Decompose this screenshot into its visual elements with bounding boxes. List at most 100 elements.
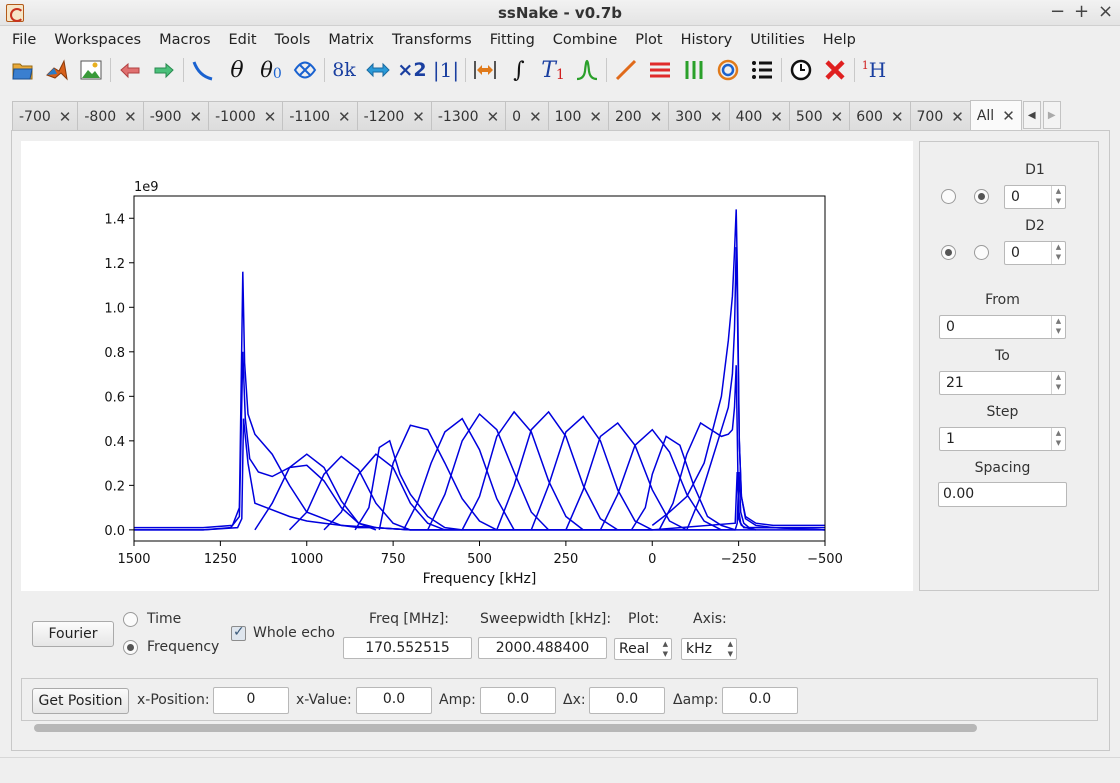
redo-icon[interactable]: [147, 55, 181, 85]
close-icon[interactable]: ✕: [124, 107, 137, 126]
sweepwidth-input[interactable]: 2000.488400: [478, 637, 607, 659]
tab-all[interactable]: All ✕: [969, 100, 1022, 131]
tab-0[interactable]: 0 ✕: [505, 101, 549, 131]
spin-arrows-icon[interactable]: ▲ ▼: [1051, 242, 1065, 264]
tab-scroll-right-icon[interactable]: ▶: [1042, 101, 1061, 129]
shift-icon[interactable]: [361, 55, 395, 85]
open-folder-icon[interactable]: [6, 55, 40, 85]
menu-file[interactable]: File: [12, 31, 37, 48]
d2-radio-a[interactable]: [941, 245, 956, 260]
phase-icon[interactable]: θ: [230, 57, 244, 83]
image-export-icon[interactable]: [74, 55, 108, 85]
fourier-button[interactable]: Fourier: [32, 621, 114, 647]
menu-combine[interactable]: Combine: [552, 31, 618, 48]
spectrum-plot[interactable]: 1500 1250 1000 750 500 250 0 −250 −500 0.0 0.2 0.4 0…: [21, 141, 913, 591]
whole-echo-checkbox[interactable]: [231, 624, 246, 641]
maximize-button[interactable]: +: [1074, 1, 1090, 22]
tab-minus-800[interactable]: -800 ✕: [77, 101, 144, 131]
amp-input[interactable]: 0.0: [480, 687, 556, 714]
horizontal-scrollbar[interactable]: [34, 724, 977, 732]
multiply-icon[interactable]: ×2: [397, 59, 427, 81]
close-icon[interactable]: ✕: [189, 107, 203, 126]
close-icon[interactable]: ✕: [412, 107, 425, 126]
spin-arrows-icon[interactable]: ▲ ▼: [1051, 186, 1065, 208]
menu-plot[interactable]: Plot: [635, 31, 663, 48]
close-icon[interactable]: ✕: [529, 107, 542, 126]
minimize-button[interactable]: −: [1050, 1, 1066, 22]
tab-600[interactable]: 600 ✕: [849, 101, 911, 131]
d1-radio-a[interactable]: [941, 189, 956, 204]
d1-spinbox[interactable]: 0 ▲ ▼: [1004, 185, 1066, 209]
close-icon[interactable]: ✕: [1002, 107, 1015, 125]
step-spinbox[interactable]: 1 ▲ ▼: [939, 427, 1066, 451]
to-spinbox[interactable]: 21 ▲ ▼: [939, 371, 1066, 395]
tab-700[interactable]: 700 ✕: [909, 101, 971, 131]
spin-arrows-icon[interactable]: ▲ ▼: [1051, 372, 1065, 394]
x-value-input[interactable]: 0.0: [356, 687, 432, 714]
undo-icon[interactable]: [113, 55, 147, 85]
delta-x-input[interactable]: 0.0: [589, 687, 665, 714]
close-icon[interactable]: ✕: [263, 107, 277, 126]
menu-tools[interactable]: Tools: [274, 31, 311, 48]
freq-input[interactable]: 170.552515: [343, 637, 472, 659]
tab-400[interactable]: 400 ✕: [728, 101, 790, 131]
close-button[interactable]: ×: [1098, 1, 1114, 22]
delete-icon[interactable]: [818, 55, 852, 85]
reference-icon[interactable]: |1|: [432, 58, 460, 82]
tab-minus-900[interactable]: -900 ✕: [142, 101, 210, 131]
close-icon[interactable]: ✕: [58, 107, 72, 126]
spin-arrows-icon[interactable]: ▲ ▼: [1051, 428, 1065, 450]
delta-amp-input[interactable]: 0.0: [722, 687, 798, 714]
tab-minus-1100[interactable]: -1100 ✕: [282, 101, 358, 131]
clock-icon[interactable]: [784, 55, 818, 85]
close-icon[interactable]: ✕: [770, 107, 783, 126]
tab-300[interactable]: 300 ✕: [668, 101, 730, 131]
d2-radio-b[interactable]: [974, 245, 989, 260]
close-icon[interactable]: ✕: [649, 107, 663, 126]
baseline-icon[interactable]: [186, 55, 220, 85]
x-position-input[interactable]: 0: [213, 687, 289, 714]
stack-icon[interactable]: [643, 55, 677, 85]
from-spinbox[interactable]: 0 ▲ ▼: [939, 315, 1066, 339]
tab-scroll-left-icon[interactable]: ◀: [1022, 101, 1041, 129]
frequency-radio[interactable]: [123, 640, 138, 655]
tab-100[interactable]: 100 ✕: [547, 101, 609, 131]
menu-fitting[interactable]: Fitting: [489, 31, 535, 48]
tab-200[interactable]: 200 ✕: [607, 101, 670, 131]
peak-icon[interactable]: [570, 55, 604, 85]
tab-minus-700[interactable]: -700 ✕: [12, 101, 79, 131]
menu-history[interactable]: History: [680, 31, 733, 48]
menu-workspaces[interactable]: Workspaces: [54, 31, 142, 48]
contour-icon[interactable]: [711, 55, 745, 85]
integrate-icon[interactable]: ∫: [513, 57, 525, 83]
menu-macros[interactable]: Macros: [159, 31, 211, 48]
spectrum-chart[interactable]: 1500 1250 1000 750 500 250 0 −250 −500 0.0 0.2 0.4 0…: [21, 141, 913, 591]
spin-arrows-icon[interactable]: ▲ ▼: [1051, 316, 1065, 338]
close-icon[interactable]: ✕: [486, 107, 500, 126]
menu-utilities[interactable]: Utilities: [750, 31, 805, 48]
d1-radio-b[interactable]: [974, 189, 989, 204]
d2-spinbox[interactable]: 0 ▲ ▼: [1004, 241, 1066, 265]
menu-matrix[interactable]: Matrix: [328, 31, 374, 48]
plot-select[interactable]: Real ▲ ▼: [614, 638, 672, 660]
size-icon[interactable]: 8k: [332, 59, 356, 81]
region-icon[interactable]: [468, 55, 502, 85]
tab-minus-1200[interactable]: -1200 ✕: [356, 101, 432, 131]
menu-transforms[interactable]: Transforms: [392, 31, 472, 48]
close-icon[interactable]: ✕: [830, 107, 844, 126]
array-icon[interactable]: [677, 55, 711, 85]
close-icon[interactable]: ✕: [710, 107, 723, 126]
get-position-button[interactable]: Get Position: [32, 688, 129, 714]
tab-minus-1000[interactable]: -1000 ✕: [208, 101, 284, 131]
close-icon[interactable]: ✕: [589, 107, 602, 126]
diagonal-line-icon[interactable]: [609, 55, 643, 85]
time-radio[interactable]: [123, 612, 138, 627]
swap-echo-icon[interactable]: [288, 55, 322, 85]
close-icon[interactable]: ✕: [890, 107, 904, 126]
list-icon[interactable]: [745, 55, 779, 85]
tab-minus-1300[interactable]: -1300 ✕: [430, 101, 507, 131]
close-icon[interactable]: ✕: [951, 107, 964, 126]
